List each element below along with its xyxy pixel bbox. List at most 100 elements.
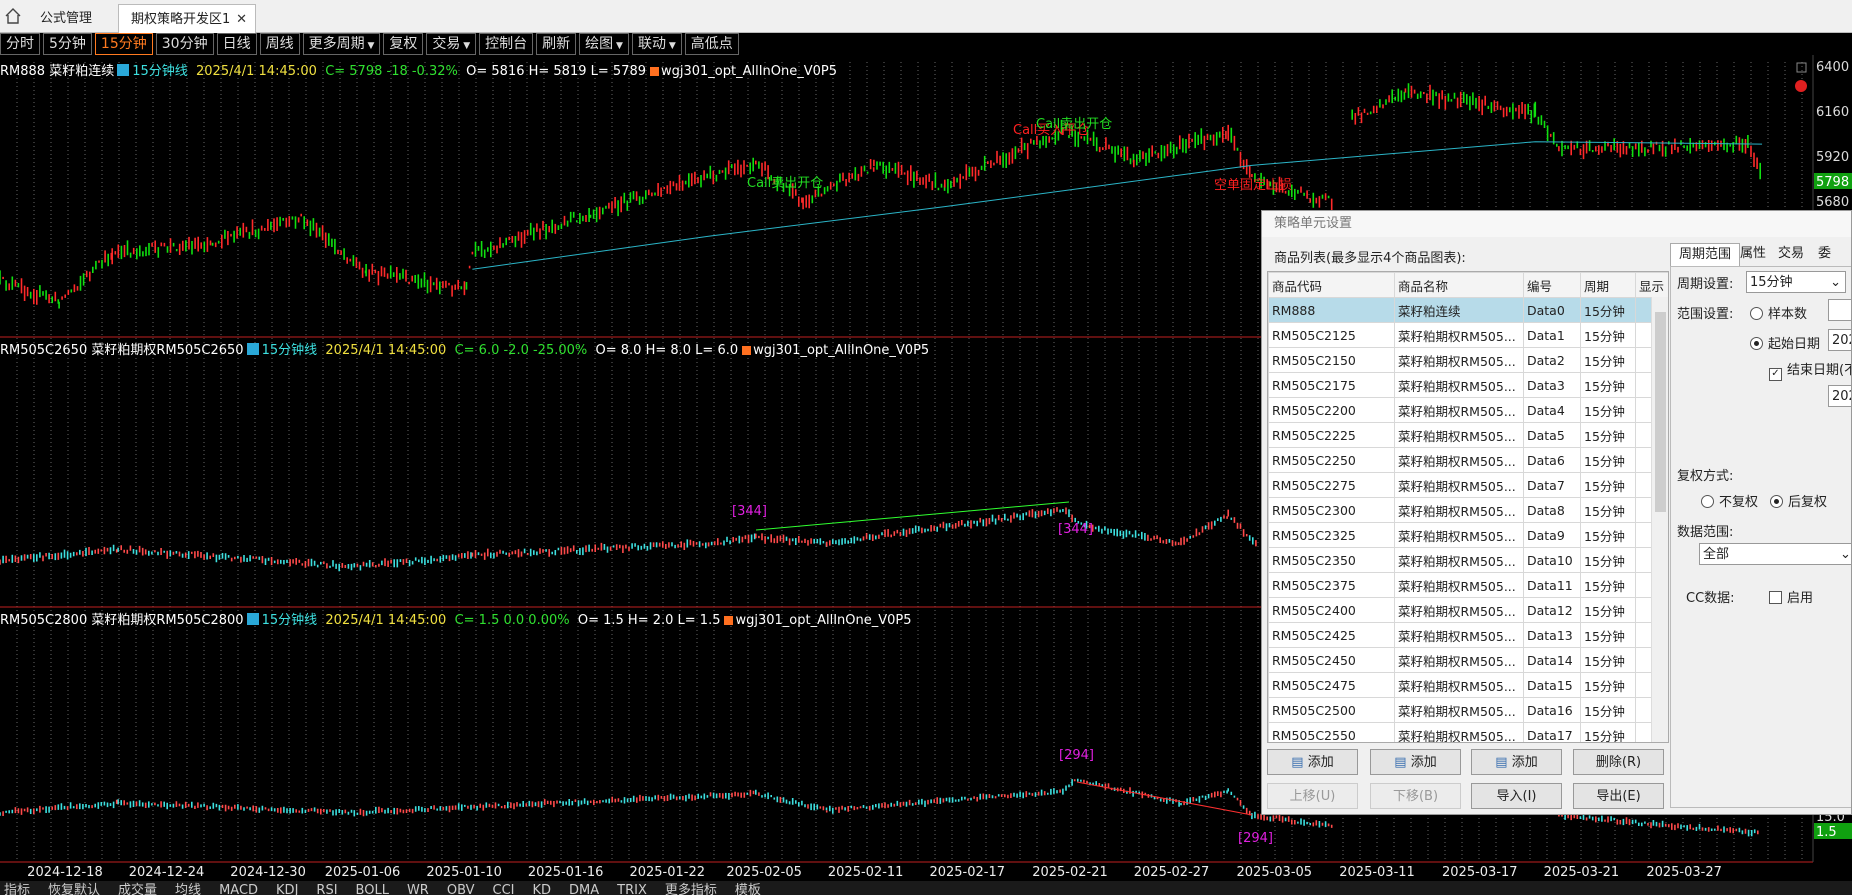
cell: RM505C2425 <box>1268 622 1395 648</box>
product-row[interactable]: RM505C2400 菜籽粕期权RM505... Data12 15分钟 <box>1268 597 1668 623</box>
status-item[interactable]: 成交量 <box>118 883 158 895</box>
product-row[interactable]: RM505C2250 菜籽粕期权RM505... Data6 15分钟 <box>1268 447 1668 473</box>
price-bars <box>0 507 1257 569</box>
status-item[interactable]: 均线 <box>175 883 202 895</box>
cell: 15分钟 <box>1580 597 1636 623</box>
status-item[interactable]: DMA <box>569 883 600 895</box>
cell: Data11 <box>1523 572 1581 598</box>
cc-check[interactable]: 启用 <box>1769 587 1813 606</box>
status-item[interactable]: RSI <box>316 883 338 895</box>
product-row[interactable]: RM505C2350 菜籽粕期权RM505... Data10 15分钟 <box>1268 547 1668 573</box>
status-item[interactable]: MACD <box>219 883 259 895</box>
product-row[interactable]: RM505C2500 菜籽粕期权RM505... Data16 15分钟 <box>1268 697 1668 723</box>
status-item[interactable]: TRIX <box>617 883 647 895</box>
status-item[interactable]: 模板 <box>734 883 761 895</box>
product-row[interactable]: RM505C2325 菜籽粕期权RM505... Data9 15分钟 <box>1268 522 1668 548</box>
sample-radio[interactable]: 样本数 <box>1750 303 1807 322</box>
home-icon[interactable] <box>4 7 22 25</box>
product-row[interactable]: RM505C2275 菜籽粕期权RM505... Data7 15分钟 <box>1268 472 1668 498</box>
toolbar-button[interactable]: 高低点 <box>684 33 739 55</box>
post-adjust-radio[interactable]: 后复权 <box>1770 491 1827 510</box>
panel-header: RM888 菜籽粕连续 15分钟线 2025/4/1 14:45:00 C= 57… <box>0 60 837 79</box>
sample-input[interactable] <box>1828 299 1851 321</box>
product-row[interactable]: RM505C2425 菜籽粕期权RM505... Data13 15分钟 <box>1268 622 1668 648</box>
button-label: 复权 <box>389 36 418 52</box>
product-row[interactable]: RM505C2475 菜籽粕期权RM505... Data15 15分钟 <box>1268 672 1668 698</box>
settings-tab[interactable]: 委 <box>1818 246 1832 261</box>
toolbar-button[interactable]: 周线 <box>259 33 300 55</box>
status-item[interactable]: KDJ <box>276 883 299 895</box>
end-check[interactable]: ✓ 结束日期(不 <box>1769 359 1851 381</box>
dialog-button: 下移(B) <box>1370 783 1461 809</box>
end-input[interactable]: 2025 <box>1828 385 1851 407</box>
product-row[interactable]: RM505C2200 菜籽粕期权RM505... Data4 15分钟 <box>1268 397 1668 423</box>
dialog-button[interactable]: 导入(I) <box>1471 783 1562 809</box>
button-label: 30分钟 <box>161 36 208 52</box>
cell: RM505C2125 <box>1268 322 1395 348</box>
toolbar-button[interactable]: 分时 <box>0 33 40 55</box>
product-row[interactable]: RM505C2300 菜籽粕期权RM505... Data8 15分钟 <box>1268 497 1668 523</box>
status-item[interactable]: BOLL <box>355 883 389 895</box>
settings-tab[interactable]: 周期范围 <box>1670 243 1741 266</box>
column-header[interactable]: 周期 <box>1580 272 1636 298</box>
product-row[interactable]: RM505C2550 菜籽粕期权RM505... Data17 15分钟 <box>1268 722 1668 742</box>
dialog-button[interactable]: ▤ 添加 <box>1267 749 1358 775</box>
status-item[interactable]: 恢复默认 <box>48 883 101 895</box>
tab-active[interactable]: 期权策略开发区1 ✕ <box>118 4 256 33</box>
gap <box>458 64 466 79</box>
settings-tab[interactable]: 属性 <box>1740 246 1767 261</box>
data-range-select[interactable]: 全部 ⌄ <box>1699 543 1851 565</box>
settings-tab[interactable]: 交易 <box>1778 246 1805 261</box>
cell: 15分钟 <box>1580 547 1636 573</box>
dialog-button[interactable]: 删除(R) <box>1573 749 1664 775</box>
start-input[interactable]: 2024 <box>1828 329 1851 351</box>
dialog-button[interactable]: ▤ 添加 <box>1370 749 1461 775</box>
start-radio[interactable]: 起始日期 <box>1750 333 1820 352</box>
no-adjust-radio[interactable]: 不复权 <box>1701 491 1758 510</box>
price-label: 5920 <box>1816 150 1849 165</box>
cell: Data16 <box>1523 697 1581 723</box>
column-header[interactable]: 编号 <box>1523 272 1581 298</box>
product-row[interactable]: RM505C2175 菜籽粕期权RM505... Data3 15分钟 <box>1268 372 1668 398</box>
period-select[interactable]: 15分钟 ⌄ <box>1746 271 1846 293</box>
toolbar-button[interactable]: 复权 <box>383 33 424 55</box>
cell: RM505C2300 <box>1268 497 1395 523</box>
column-header[interactable]: 商品代码 <box>1268 272 1395 298</box>
status-item[interactable]: KD <box>532 883 552 895</box>
tab[interactable]: 公式管理 <box>40 11 93 26</box>
tab-close[interactable]: ✕ <box>236 12 247 27</box>
last-price: 1.5 <box>1816 825 1837 840</box>
status-item[interactable]: OBV <box>446 883 475 895</box>
status-item[interactable]: CCI <box>492 883 515 895</box>
dialog: 策略单元设置 商品列表(最多显示4个商品图表): 商品代码 商品名称 编号 周期 显示 RM8… <box>1261 210 1852 815</box>
dialog-button[interactable]: ▤ 添加 <box>1471 749 1562 775</box>
toolbar-button[interactable]: 5分钟 <box>43 33 92 55</box>
column-header[interactable]: 商品名称 <box>1394 272 1524 298</box>
toolbar-button[interactable]: 刷新 <box>536 33 577 55</box>
toolbar-button[interactable]: 15分钟 <box>94 33 153 55</box>
toolbar-button[interactable]: 联动 ▼ <box>631 33 682 55</box>
radio <box>1701 495 1714 508</box>
toolbar-button[interactable]: 交易 ▼ <box>426 33 477 55</box>
cell: 菜籽粕期权RM505... <box>1394 347 1524 373</box>
product-row[interactable]: RM505C2450 菜籽粕期权RM505... Data14 15分钟 <box>1268 647 1668 673</box>
toolbar-button[interactable]: 控制台 <box>479 33 534 55</box>
x-tick-label: 2025-01-22 <box>629 865 705 880</box>
product-row[interactable]: RM505C2375 菜籽粕期权RM505... Data11 15分钟 <box>1268 572 1668 598</box>
toolbar-button[interactable]: 日线 <box>216 33 257 55</box>
toolbar-button[interactable]: 更多周期 ▼ <box>302 33 381 55</box>
dialog-button[interactable]: 导出(E) <box>1573 783 1664 809</box>
toolbar-button[interactable]: 绘图 ▼ <box>579 33 629 55</box>
product-row[interactable]: RM505C2225 菜籽粕期权RM505... Data5 15分钟 <box>1268 422 1668 448</box>
x-tick-label: 2025-03-17 <box>1442 865 1518 880</box>
product-row[interactable]: RM505C2150 菜籽粕期权RM505... Data2 15分钟 <box>1268 347 1668 373</box>
button-label: 绘图 <box>585 36 614 52</box>
status-item[interactable]: 指标 <box>4 883 31 895</box>
select-value: 全部 <box>1703 547 1730 562</box>
column-header[interactable]: 显示 <box>1635 272 1668 298</box>
status-item[interactable]: WR <box>406 883 429 895</box>
status-item[interactable]: 更多指标 <box>664 883 717 895</box>
toolbar-button[interactable]: 30分钟 <box>155 33 214 55</box>
product-row[interactable]: RM505C2125 菜籽粕期权RM505... Data1 15分钟 <box>1268 322 1668 348</box>
